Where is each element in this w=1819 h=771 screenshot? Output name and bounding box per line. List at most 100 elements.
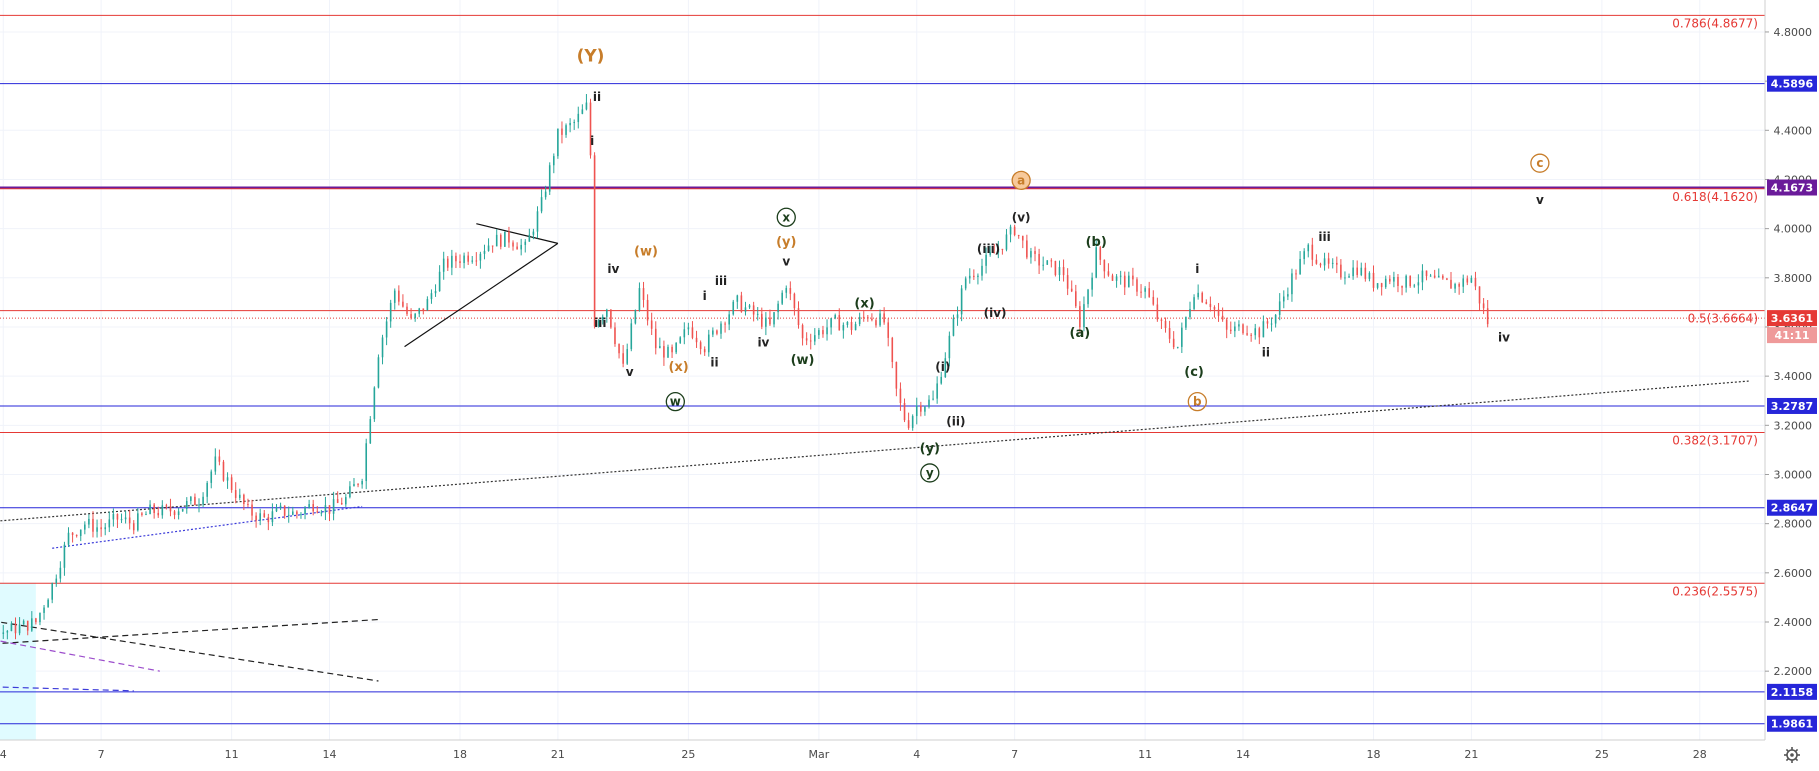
fib-level-label: 0.5(3.6664) (1688, 312, 1758, 326)
candle-body (210, 471, 213, 483)
candle-body (622, 353, 624, 364)
candle-body (789, 288, 792, 294)
candle-body (1225, 319, 1228, 330)
candle-body (92, 518, 94, 532)
candle-body (475, 260, 478, 262)
candle-body (1425, 270, 1428, 277)
candle-body (1070, 288, 1073, 292)
candle-body (1307, 244, 1310, 252)
candle-body (402, 301, 404, 307)
time-tick-label: 21 (551, 748, 565, 761)
candle-body (226, 477, 229, 481)
candle-body (1189, 308, 1191, 318)
candle-body (385, 321, 388, 338)
candle-body (361, 481, 363, 485)
candle-body (1242, 324, 1244, 334)
candle-body (948, 335, 951, 359)
candle-body (1478, 286, 1481, 304)
candle-body (548, 165, 551, 192)
candle-body (716, 330, 718, 334)
candle-body (1254, 328, 1257, 336)
trendline-wedge-dash-2 (0, 621, 379, 682)
candle-body (683, 329, 686, 338)
candle-body (1152, 296, 1155, 305)
candle-body (1376, 283, 1379, 288)
candle-body (1083, 304, 1085, 328)
candle-body (1054, 260, 1057, 276)
candle-body (920, 405, 922, 412)
candle-body (430, 293, 433, 300)
price-tick-label: 2.4000 (1774, 616, 1813, 629)
candle-body (1393, 276, 1395, 282)
candle-body (952, 318, 955, 336)
candle-body (822, 330, 824, 335)
candle-body (1046, 260, 1049, 265)
candle-body (1229, 329, 1232, 332)
candle-body (606, 309, 608, 317)
time-tick-label: 11 (225, 748, 239, 761)
price-tick-label: 2.6000 (1774, 567, 1813, 580)
candle-body (1205, 302, 1208, 304)
candle-body (1299, 258, 1301, 275)
candle-body (267, 517, 270, 523)
candle-body (47, 599, 49, 608)
time-tick-label: 14 (323, 748, 337, 761)
candle-body (614, 327, 616, 345)
candle-body (752, 305, 755, 315)
candle-body (1058, 267, 1061, 276)
horizontal-levels: 0.786(4.8677) 0.618(4.1620) 0.5(3.6664) 0.3… (0, 14, 1765, 725)
candle-body (516, 246, 518, 250)
candle-body (414, 313, 416, 318)
candle-body (777, 303, 779, 313)
candle-body (1034, 251, 1036, 254)
price-axis[interactable] (1764, 0, 1819, 740)
wave-label: iii (594, 316, 606, 330)
candle-body (51, 583, 53, 600)
settings-button[interactable] (1784, 747, 1800, 763)
candle-body (528, 234, 531, 242)
candle-body (377, 357, 380, 388)
candle-body (1140, 291, 1142, 293)
candle-body (679, 337, 682, 343)
candle-body (1421, 270, 1424, 283)
time-axis[interactable] (0, 739, 1819, 767)
candle-body (247, 503, 249, 505)
candle-body (410, 314, 412, 318)
candle-body (426, 299, 429, 311)
candle-body (177, 511, 180, 516)
candle-body (1132, 275, 1134, 280)
wave-label: iv (1498, 331, 1510, 345)
candle-body (1470, 277, 1473, 283)
candle-body (997, 248, 1000, 253)
candle-body (373, 387, 376, 420)
candle-body (1380, 283, 1383, 288)
candle-body (850, 321, 853, 331)
gear-icon (1784, 747, 1800, 763)
candle-body (867, 317, 869, 319)
candle-body (279, 505, 282, 508)
candle-body (22, 620, 25, 625)
candle-body (1274, 314, 1277, 324)
candle-body (292, 511, 294, 515)
candle-body (899, 388, 902, 403)
candle-body (724, 323, 726, 325)
candle-body (491, 245, 494, 247)
candle-body (838, 315, 841, 331)
candle-body (1095, 247, 1097, 278)
candle-body (944, 358, 947, 377)
candle-body (981, 265, 983, 276)
candle-body (324, 505, 327, 513)
candle-body (667, 346, 669, 358)
candle-body (349, 486, 351, 498)
candle-body (128, 517, 131, 524)
candle-body (1482, 303, 1485, 309)
candle-body (287, 514, 290, 516)
candle-body (1323, 258, 1326, 266)
candle-body (1026, 240, 1028, 258)
level-badge-label: 2.8647 (1771, 502, 1813, 515)
candle-body (1136, 279, 1138, 292)
candle-body (968, 275, 971, 279)
price-tick-label: 3.4000 (1774, 370, 1813, 383)
